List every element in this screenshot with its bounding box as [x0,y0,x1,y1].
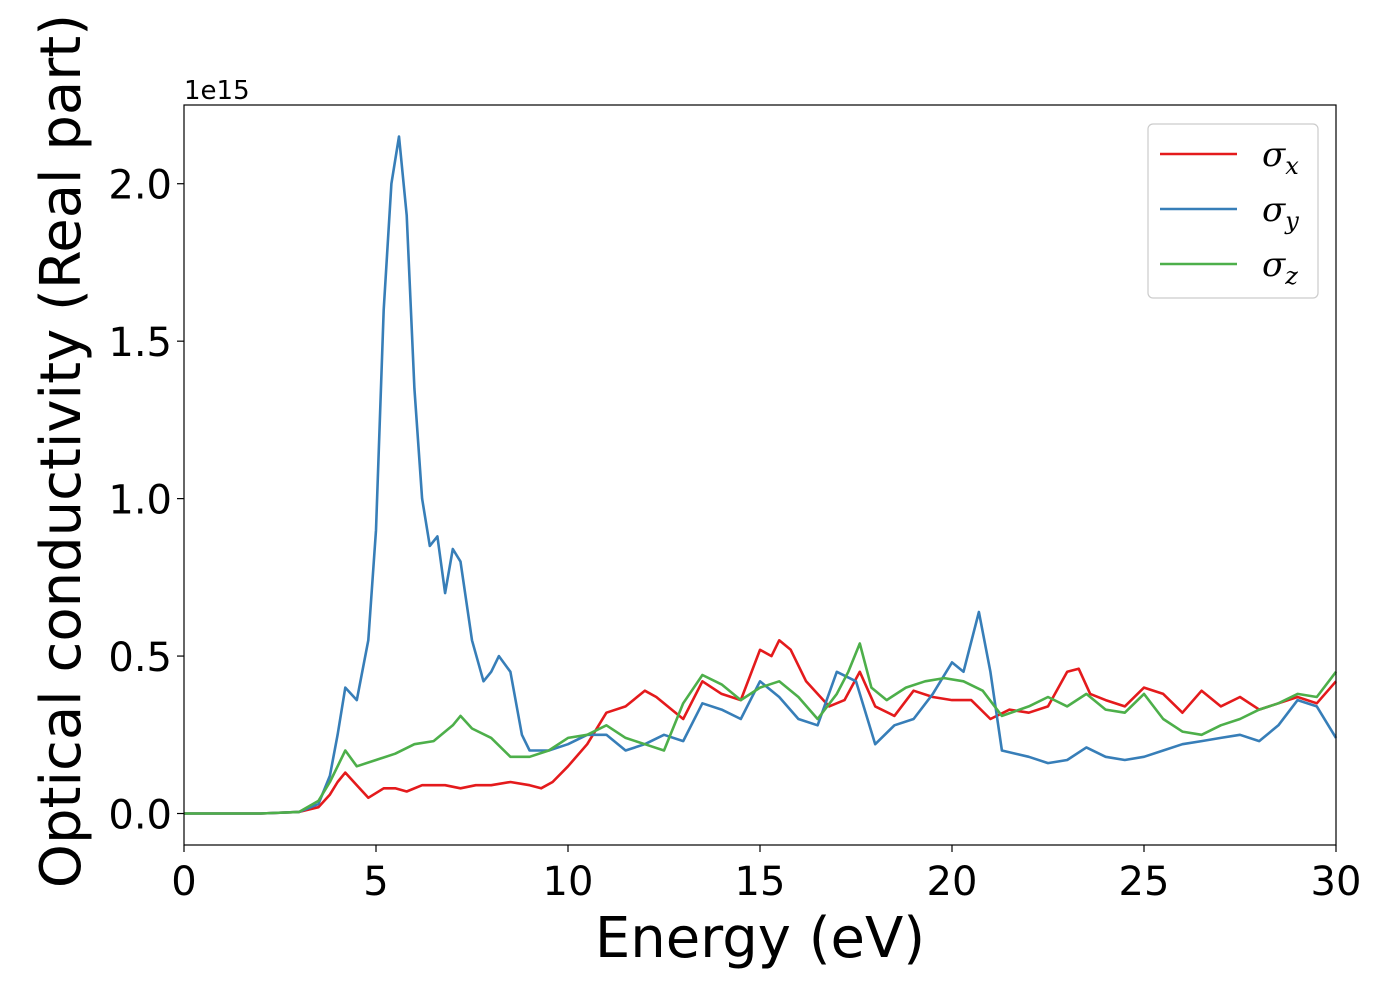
series-lines [184,135,1338,815]
y-axis-ticks: 0.0 0.5 1.0 1.5 2.0 [108,163,184,839]
legend-label-symbol: σ [1262,245,1286,285]
x-tick-label: 0 [171,859,196,905]
plot-frame [183,104,1337,846]
series-line-sigma-y [184,135,1338,815]
legend-label: σz [1262,245,1298,290]
y-tick-label: 1.5 [108,320,172,366]
x-tick-label: 30 [1311,859,1362,905]
y-tick-label: 1.0 [108,478,172,524]
y-tick-label: 2.0 [108,163,172,209]
series-line-sigma-x [184,639,1337,815]
x-axis-title: Energy (eV) [595,906,925,971]
legend-label-symbol: σ [1262,135,1286,175]
x-tick-label: 15 [735,859,786,905]
series-line-sigma-z [184,642,1338,815]
x-tick-label: 5 [363,859,388,905]
y-axis-title: Optical conductivity (Real part) [29,14,94,888]
legend-label: σx [1262,135,1299,180]
y-tick-label: 0.0 [108,793,172,839]
x-tick-label: 20 [927,859,978,905]
y-offset-label: 1e15 [184,76,250,106]
legend-box [1147,123,1319,299]
x-axis-ticks: 0 5 10 15 20 25 30 [171,845,1361,905]
legend-label-symbol: σ [1262,190,1286,230]
x-tick-label: 10 [543,859,594,905]
legend-label-subscript: y [1284,207,1299,235]
y-tick-label: 0.5 [108,635,172,681]
legend-label-subscript: x [1285,152,1299,180]
x-tick-label: 25 [1119,859,1170,905]
legend-label: σy [1262,190,1299,235]
legend-label-subscript: z [1284,262,1298,290]
